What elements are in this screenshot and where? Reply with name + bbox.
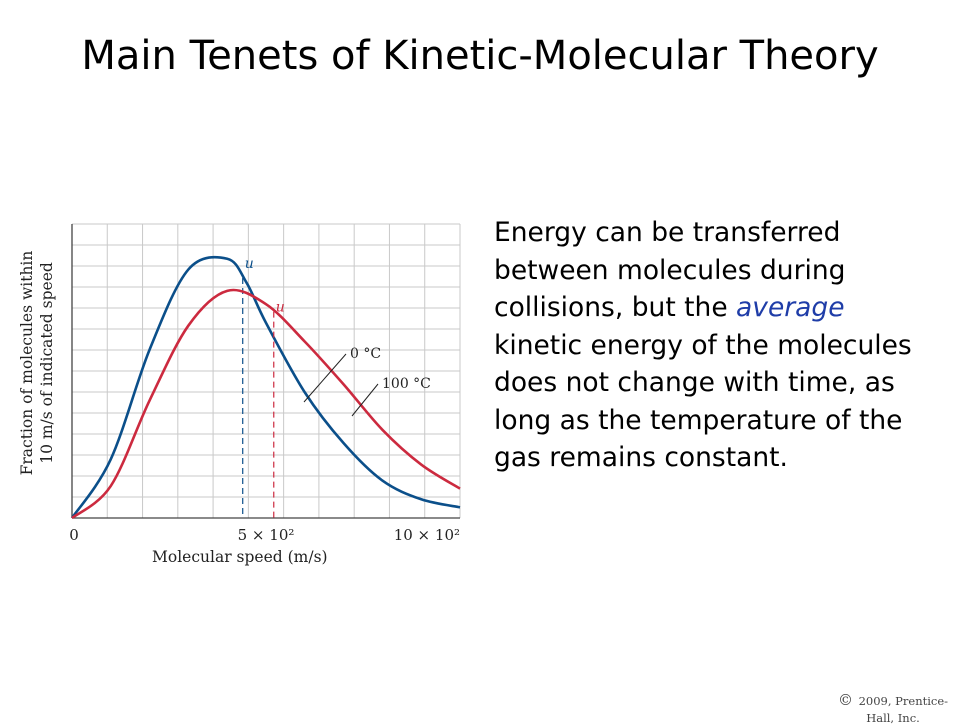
mean-speed-label: u [245, 256, 254, 272]
x-axis-label: Molecular speed (m/s) [152, 548, 328, 566]
copyright-text: 2009, Prentice-Hall, Inc. [858, 694, 949, 725]
copyright-symbol: © [837, 691, 853, 709]
body-text-segment: Energy can be transferred between molecu… [494, 217, 846, 323]
y-axis-label: 10 m/s of indicated speed [38, 262, 56, 464]
x-tick-label: 5 × 10² [238, 526, 295, 544]
series-label: 100 °C [382, 376, 431, 392]
slide-title: Main Tenets of Kinetic-Molecular Theory [81, 33, 879, 79]
emphasis-text: average [736, 292, 845, 323]
x-tick-label: 0 [69, 526, 79, 544]
series-line-hot [71, 288, 461, 520]
body-text-segment: kinetic energy of the molecules does not… [494, 329, 912, 474]
copyright-notice: © 2009, Prentice-Hall, Inc. [826, 692, 960, 727]
series-line-cold [70, 255, 461, 519]
slide-body: Energy can be transferred between molecu… [494, 214, 924, 477]
series-label-leader [351, 383, 379, 417]
x-tick-label: 10 × 10² [394, 526, 460, 544]
body-text: Energy can be transferred between molecu… [494, 217, 912, 473]
series-label-leader [303, 353, 347, 403]
speed-distribution-chart: u u 0 °C 100 °C 0 5 × 10² 10 × 10² Molecular sp… [14, 210, 474, 580]
mean-speed-label: u [276, 300, 285, 316]
y-axis-label: Fraction of molecules within [18, 251, 36, 476]
series-label: 0 °C [350, 346, 381, 362]
